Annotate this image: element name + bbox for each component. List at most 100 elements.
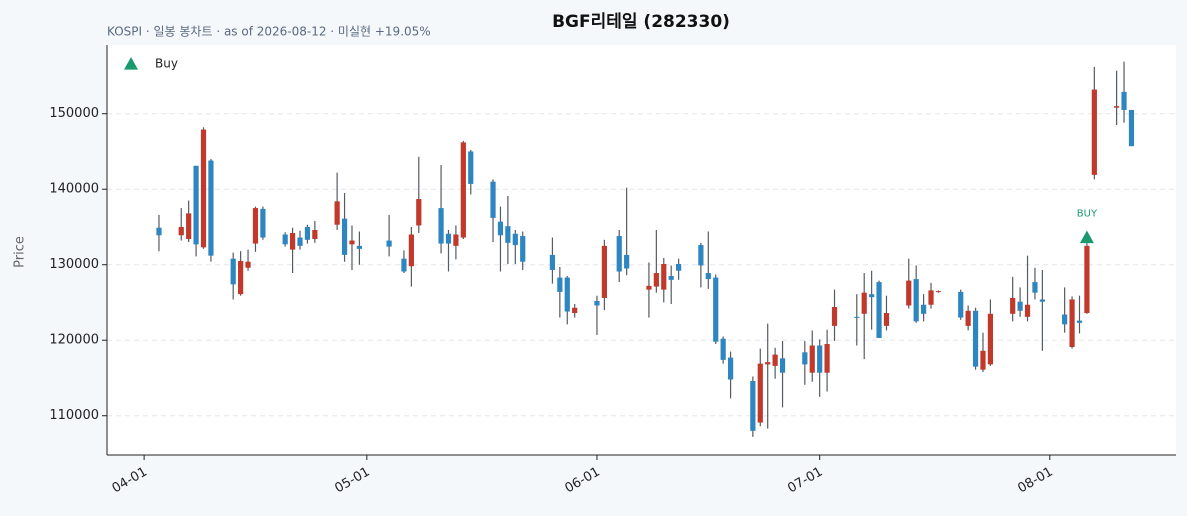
- candle-body: [883, 313, 890, 326]
- candle-body: [876, 282, 882, 338]
- chart-title: BGF리테일 (282330): [552, 12, 730, 32]
- candle-body: [438, 208, 444, 244]
- x-tick-label: 07-01: [785, 465, 825, 497]
- candle-body: [802, 352, 808, 365]
- candle-body: [750, 381, 756, 431]
- candle-body: [260, 208, 266, 238]
- candle-body: [616, 236, 622, 272]
- candle-body: [297, 237, 303, 246]
- candle-body: [676, 263, 682, 271]
- buy-marker: [1079, 230, 1094, 244]
- candle-body: [1024, 304, 1031, 317]
- candle-body: [713, 277, 719, 342]
- candle-body: [460, 142, 466, 238]
- candle-body: [252, 208, 259, 244]
- candle-body: [727, 357, 734, 380]
- candle-body: [601, 245, 607, 298]
- candle-body: [965, 310, 971, 326]
- candle-body: [980, 350, 986, 370]
- candle-body: [1010, 297, 1016, 314]
- candle-body: [564, 277, 570, 312]
- y-tick-label: 110000: [49, 408, 99, 423]
- candle-body: [765, 362, 771, 365]
- candle-body: [757, 363, 763, 423]
- candle-body: [1039, 299, 1045, 302]
- candle-body: [453, 234, 459, 246]
- candle-body: [334, 201, 340, 225]
- candle-body: [720, 338, 726, 360]
- candle-body: [312, 229, 318, 240]
- legend-label: Buy: [155, 57, 178, 71]
- candle-body: [193, 165, 199, 245]
- buy-annotation: BUY: [1077, 209, 1098, 220]
- candle-body: [1069, 299, 1075, 348]
- candle-body: [349, 240, 355, 245]
- candle-body: [698, 245, 704, 266]
- candle-body: [304, 226, 311, 240]
- candle-body: [282, 234, 288, 245]
- candle-body: [869, 294, 875, 298]
- candle-body: [238, 260, 244, 295]
- candle-body: [809, 345, 815, 373]
- candle-body: [854, 316, 860, 318]
- candle-body: [200, 129, 207, 248]
- y-tick-label: 150000: [49, 106, 99, 121]
- candle-body: [772, 354, 778, 366]
- y-tick-label: 120000: [49, 333, 99, 348]
- candle-body: [178, 226, 184, 236]
- x-tick-label: 06-01: [562, 465, 602, 497]
- candle-body: [705, 273, 711, 280]
- x-tick-label: 05-01: [332, 465, 372, 497]
- candle-body: [1128, 109, 1135, 147]
- candle-body: [386, 240, 392, 247]
- candle-body: [972, 310, 979, 367]
- candle-body: [505, 226, 511, 243]
- candle-body: [594, 300, 600, 306]
- candle-body: [497, 221, 504, 236]
- candle-body: [520, 236, 526, 262]
- candle-body: [156, 227, 162, 236]
- candle-body: [935, 291, 942, 293]
- candle-body: [906, 280, 912, 306]
- candle-body: [824, 344, 830, 373]
- candle-body: [186, 213, 192, 240]
- candle-body: [928, 290, 934, 305]
- candle-body: [653, 273, 659, 287]
- candle-body: [1114, 106, 1120, 108]
- candle-body: [572, 307, 578, 314]
- candle-body: [445, 233, 452, 244]
- candle-body: [1032, 282, 1038, 293]
- candle-body: [557, 277, 563, 292]
- candle-body: [1121, 91, 1127, 110]
- candle-body: [490, 181, 496, 218]
- candle-body: [245, 261, 251, 268]
- candle-body: [624, 254, 630, 269]
- candle-body: [416, 199, 422, 226]
- candle-body: [356, 245, 363, 249]
- candle-body: [512, 233, 518, 246]
- y-tick-label: 130000: [49, 257, 99, 272]
- candle-body: [1091, 89, 1097, 175]
- candle-body: [1017, 301, 1023, 311]
- legend-symbol: [124, 57, 138, 70]
- candle-body: [341, 218, 348, 255]
- y-tick-label: 140000: [49, 182, 99, 197]
- candle-body: [646, 285, 652, 290]
- candle-body: [401, 258, 407, 272]
- candle-body: [1062, 314, 1068, 325]
- candle-body: [1076, 320, 1083, 323]
- chart-subtitle: KOSPI · 일봉 봉차트 · as of 2026-08-12 · 미실현 …: [107, 25, 431, 39]
- candle-body: [958, 291, 964, 318]
- candle-body: [549, 254, 556, 271]
- candle-body: [1084, 245, 1090, 314]
- candle-body: [861, 292, 867, 314]
- y-axis-label: Price: [13, 236, 28, 268]
- x-tick-label: 04-01: [110, 465, 150, 497]
- candle-body: [668, 276, 674, 280]
- candle-body: [920, 304, 927, 314]
- candle-body: [468, 151, 474, 184]
- candle-body: [208, 160, 214, 256]
- candle-body: [913, 279, 919, 322]
